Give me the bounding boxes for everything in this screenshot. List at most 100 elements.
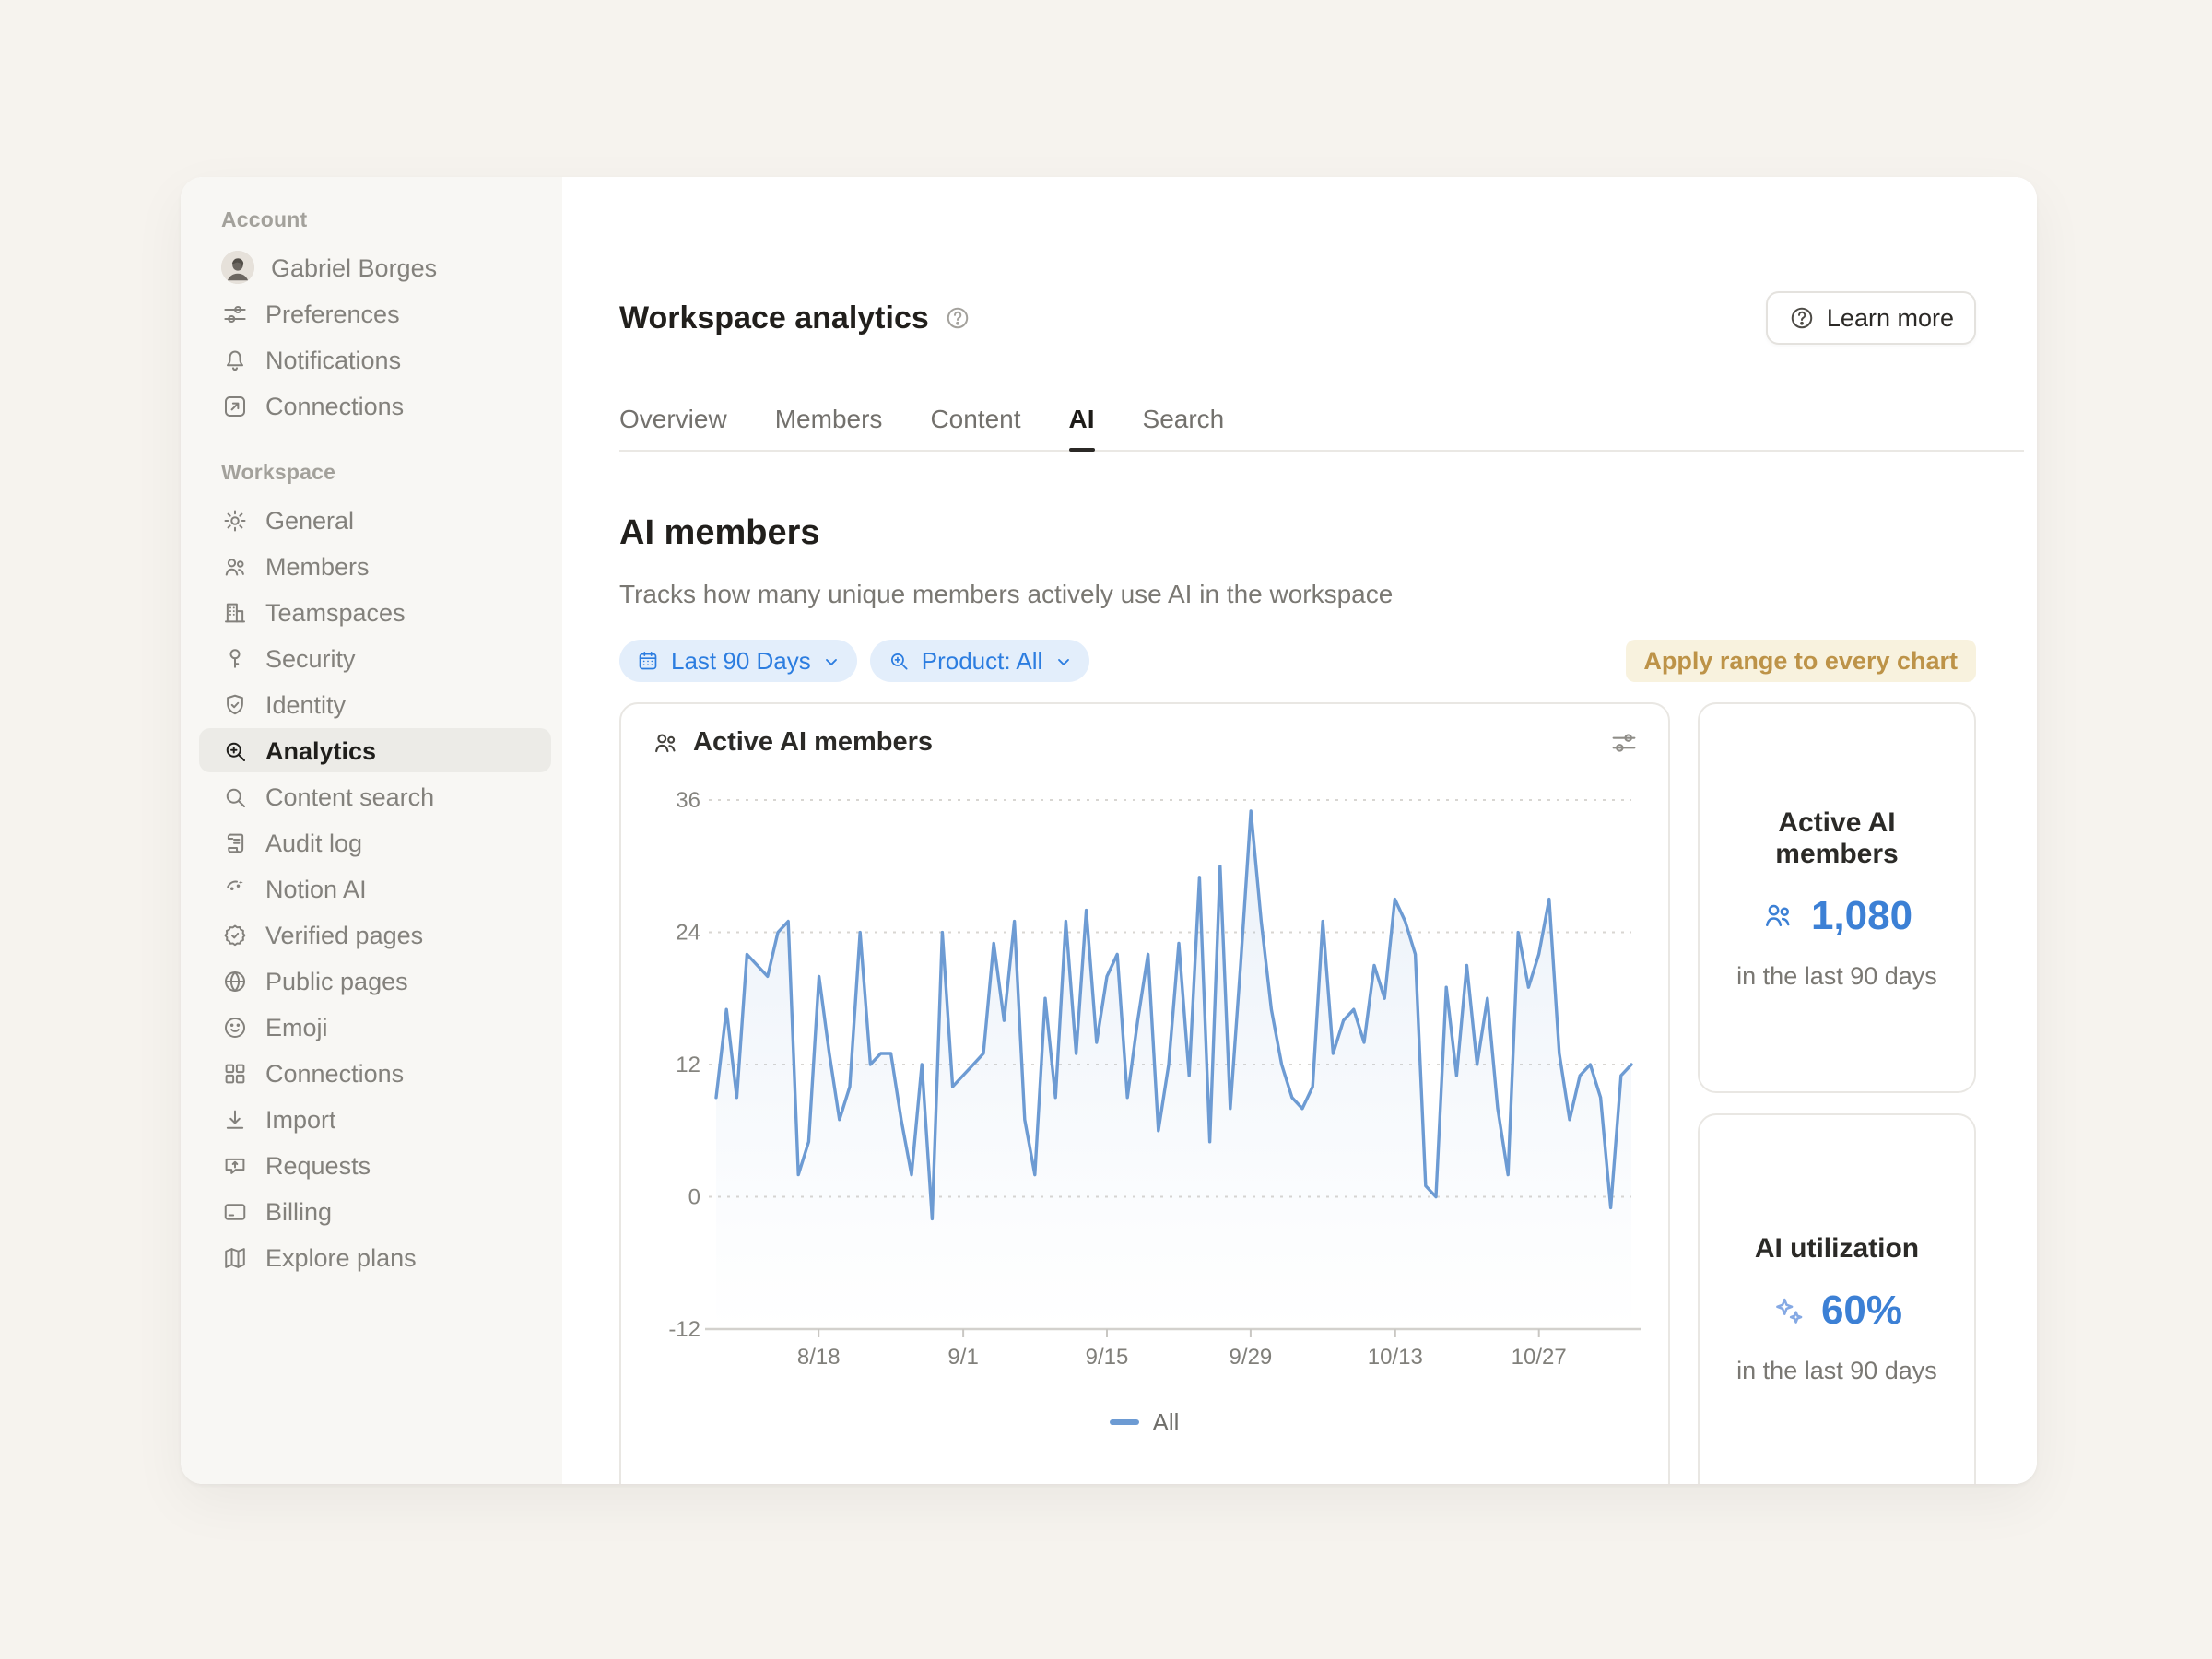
sidebar-item-label: Identity [265,690,347,718]
sidebar-item-label: Emoji [265,1013,328,1041]
stat-value-row: 1,080 [1761,891,1912,939]
tab-content[interactable]: Content [930,404,1021,433]
sidebar-item-public-pages[interactable]: Public pages [199,959,551,1003]
people-icon [651,728,680,758]
svg-text:12: 12 [676,1053,700,1077]
avatar [221,251,254,284]
sidebar-item-identity[interactable]: Identity [199,682,551,726]
bell-icon [221,346,249,373]
sidebar-item-label: Analytics [265,736,377,764]
svg-text:-12: -12 [668,1317,700,1342]
date-range-filter[interactable]: Last 90 Days [619,640,857,682]
chart-title: Active AI members [693,728,934,758]
stat-value-row: 60% [1771,1287,1902,1335]
tab-ai[interactable]: AI [1068,393,1095,452]
sidebar-item-label: Public pages [265,967,408,994]
notion-ai-icon [221,875,249,902]
svg-text:10/13: 10/13 [1368,1345,1423,1370]
legend-line-swatch [1110,1419,1140,1425]
svg-text:9/15: 9/15 [1086,1345,1129,1370]
active-ai-members-chart-card: Active AI members 36 24 12 0 -12 8/18 9/1 9/15 9… [619,702,1670,1484]
sidebar-item-label: Teamspaces [265,598,406,626]
workspace-section-label: Workspace [221,463,336,485]
sidebar-item-teamspaces[interactable]: Teamspaces [199,590,551,634]
sidebar-item-label: Audit log [265,829,363,856]
sidebar-item-emoji[interactable]: Emoji [199,1005,551,1049]
stat-value: 1,080 [1810,891,1913,937]
magnifier-plus-icon [221,736,249,764]
svg-text:0: 0 [688,1185,700,1210]
stat-value: 60% [1820,1287,1903,1333]
smiley-icon [221,1013,249,1041]
sidebar-item-import[interactable]: Import [199,1097,551,1141]
sidebar-item-connections-ws[interactable]: Connections [199,1051,551,1095]
sidebar-item-account-user[interactable]: Gabriel Borges [199,245,551,289]
sidebar-item-label: Connections [265,1059,405,1087]
stat-cards-column: Active AI members 1,080 in the last 90 d… [1698,702,1976,1484]
sidebar-item-label: Preferences [265,300,400,327]
sidebar-item-label: Members [265,552,370,580]
sidebar-item-notion-ai[interactable]: Notion AI [199,866,551,911]
workspace-items: General Members Teamspaces Security Identity… [181,498,562,1279]
people-icon [221,552,249,580]
chevron-down-icon [1053,652,1072,670]
sidebar-item-label: Billing [265,1197,333,1225]
page-title: Workspace analytics [619,300,929,335]
sidebar-item-label: Connections [265,392,405,419]
filter-row: Last 90 Days Product: All Apply range to… [619,640,1976,682]
stat-title: AI utilization [1754,1233,1920,1265]
sidebar-item-label: Security [265,644,356,672]
sidebar-item-audit-log[interactable]: Audit log [199,820,551,865]
sidebar-item-security[interactable]: Security [199,636,551,680]
account-items: Preferences Notifications Connections [181,291,562,428]
sidebar-item-notifications[interactable]: Notifications [199,337,551,382]
sidebar-item-billing[interactable]: Billing [199,1189,551,1233]
section-title: AI members [619,514,820,553]
product-filter[interactable]: Product: All [869,640,1089,682]
learn-more-button[interactable]: Learn more [1765,291,1976,345]
sidebar-item-label: General [265,506,355,534]
stat-title: Active AI members [1775,806,1899,869]
stat-caption: in the last 90 days [1736,961,1937,989]
line-chart-svg: 36 24 12 0 -12 8/18 9/1 9/15 9/29 10/13 10/27 [668,788,1641,1370]
sidebar-item-members[interactable]: Members [199,544,551,588]
legend-label: All [1152,1408,1180,1436]
svg-text:24: 24 [676,921,700,946]
tab-members[interactable]: Members [774,404,883,433]
sidebar-item-content-search[interactable]: Content search [199,774,551,818]
user-name: Gabriel Borges [271,253,438,281]
section-description: Tracks how many unique members actively … [619,579,1394,608]
svg-text:8/18: 8/18 [797,1345,841,1370]
page-title-row: Workspace analytics [619,300,971,336]
learn-more-label: Learn more [1826,304,1954,332]
tab-search[interactable]: Search [1142,404,1225,433]
page-header: Workspace analytics Learn more [619,291,1976,345]
tab-overview[interactable]: Overview [619,404,727,433]
sidebar-item-label: Import [265,1105,336,1133]
help-circle-icon[interactable] [944,304,971,332]
analytics-content: Workspace analytics Learn more Overview M… [562,177,2037,1484]
building-icon [221,598,249,626]
sidebar-item-label: Verified pages [265,921,424,948]
settings-sidebar: Account Gabriel Borges Preferences Notifi… [181,177,562,1484]
chart-options-icon[interactable] [1609,728,1639,758]
import-icon [221,1105,249,1133]
sidebar-item-verified-pages[interactable]: Verified pages [199,912,551,957]
stat-caption: in the last 90 days [1736,1357,1937,1384]
sidebar-item-preferences[interactable]: Preferences [199,291,551,335]
sidebar-item-explore-plans[interactable]: Explore plans [199,1235,551,1279]
svg-text:9/29: 9/29 [1230,1345,1273,1370]
sidebar-gap [181,429,562,463]
map-icon [221,1243,249,1271]
settings-window: Account Gabriel Borges Preferences Notifi… [181,177,2037,1484]
apply-range-button[interactable]: Apply range to every chart [1625,640,1976,682]
sidebar-item-requests[interactable]: Requests [199,1143,551,1187]
sidebar-item-connections[interactable]: Connections [199,383,551,428]
sidebar-item-label: Explore plans [265,1243,417,1271]
sidebar-item-analytics[interactable]: Analytics [199,728,551,772]
sidebar-item-label: Content search [265,782,435,810]
sidebar-item-general[interactable]: General [199,498,551,542]
requests-icon [221,1151,249,1179]
charts-row: Active AI members 36 24 12 0 -12 8/18 9/1 9/15 9… [619,702,1976,1484]
